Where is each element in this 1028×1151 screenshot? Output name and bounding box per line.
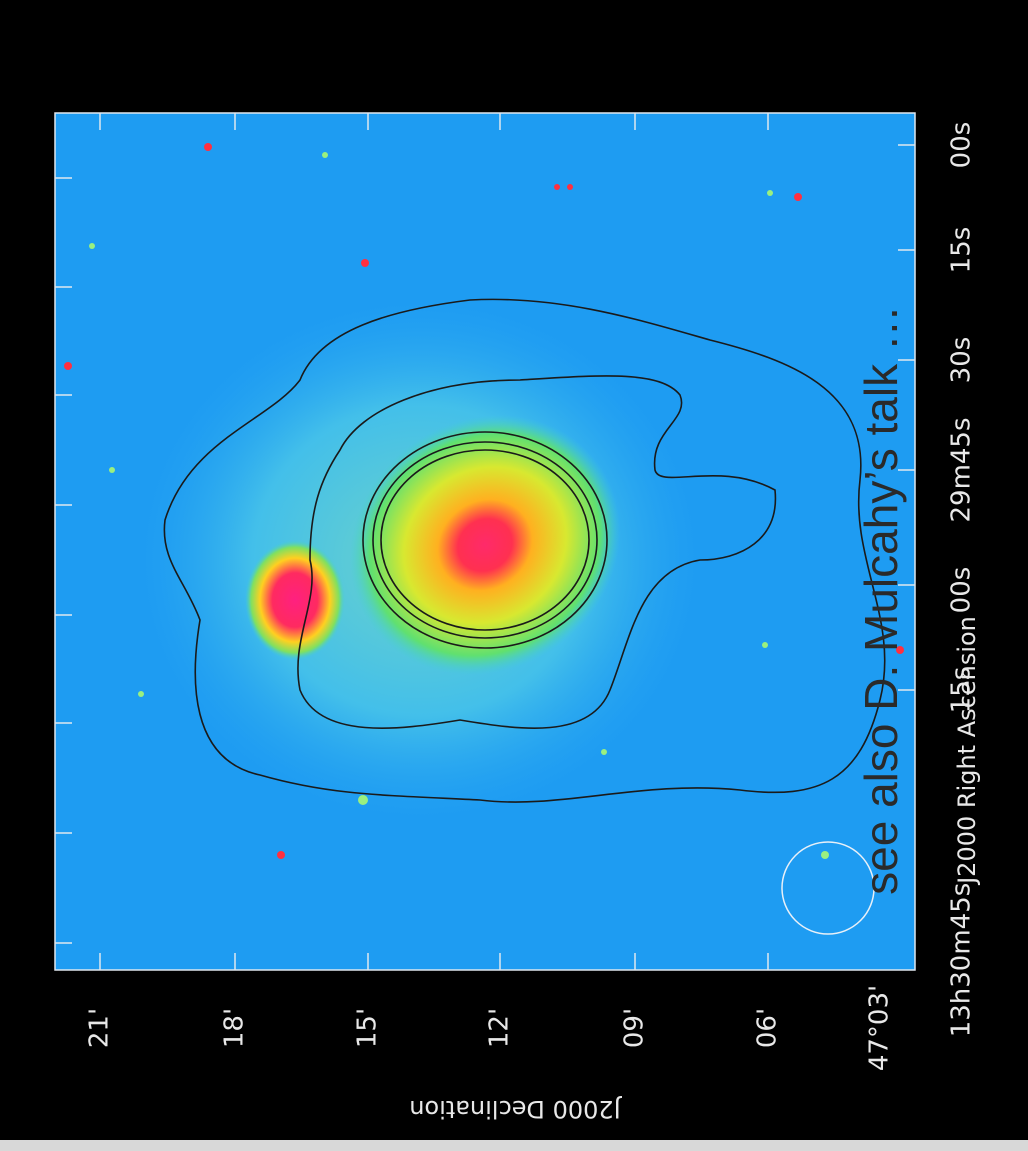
ra-ticks: 00s 15s 30s 29m45s 00s 15s 13h30m45s xyxy=(947,122,977,1038)
ra-tick-label: 15s xyxy=(947,667,977,714)
dec-axis-label: J2000 Declination xyxy=(409,1095,622,1123)
ra-tick-label: 30s xyxy=(947,337,977,384)
dec-tick-label: 47°03' xyxy=(865,985,895,1071)
ra-tick-label: 13h30m45s xyxy=(947,883,977,1038)
annotation: see also D. Mulcahy’s talk … xyxy=(855,305,907,895)
ra-tick-label: 29m45s xyxy=(947,417,977,522)
dec-tick-label: 12' xyxy=(485,1008,515,1048)
sky-image xyxy=(54,112,916,971)
bottom-strip xyxy=(0,1140,1028,1151)
dec-tick-label: 18' xyxy=(220,1008,250,1048)
dec-tick-label: 21' xyxy=(85,1008,115,1048)
dec-ticks: 21' 18' 15' 12' 09' 06' 47°03' xyxy=(85,985,895,1071)
ra-tick-label: 15s xyxy=(947,227,977,274)
dec-tick-label: 06' xyxy=(753,1008,783,1048)
ra-tick-label: 00s xyxy=(947,567,977,614)
ra-axis-label: J2000 Right Ascension xyxy=(953,616,981,886)
dec-tick-label: 09' xyxy=(620,1008,650,1048)
dec-tick-label: 15' xyxy=(353,1008,383,1048)
ra-tick-label: 00s xyxy=(947,122,977,169)
